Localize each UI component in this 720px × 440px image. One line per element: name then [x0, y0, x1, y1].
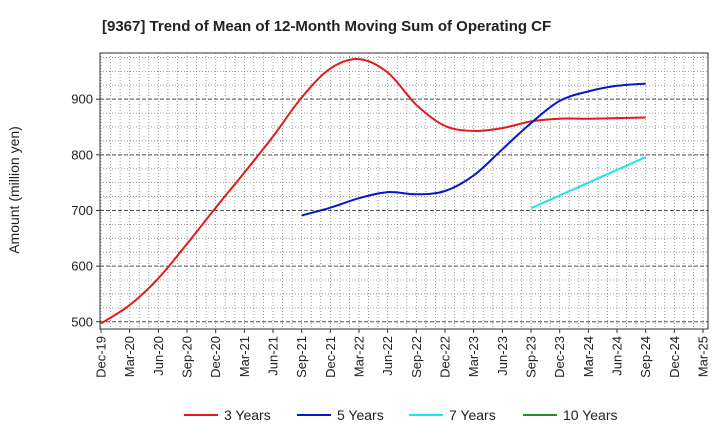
series-line-7-years — [530, 156, 647, 210]
x-tick-label: Sep-22 — [409, 336, 424, 378]
x-tick-label: Mar-21 — [237, 336, 252, 377]
legend-label: 10 Years — [563, 407, 618, 423]
y-tick-label: 500 — [71, 314, 93, 329]
x-tick-label: Jun-21 — [266, 336, 281, 376]
x-tick-label: Mar-22 — [352, 336, 367, 377]
grid — [100, 53, 708, 329]
x-tick-label: Sep-20 — [180, 336, 195, 378]
series-layer — [100, 58, 647, 325]
x-tick-label: Sep-23 — [524, 336, 539, 378]
legend-label: 3 Years — [224, 407, 271, 423]
x-tick-label: Jun-24 — [610, 336, 625, 376]
legend-label: 7 Years — [449, 407, 496, 423]
y-ticks: 500 600 700 800 900 — [71, 92, 100, 329]
y-axis-label: Amount (million yen) — [6, 126, 22, 254]
legend-label: 5 Years — [337, 407, 384, 423]
x-tick-label: Jun-22 — [380, 336, 395, 376]
x-tick-label: Dec-20 — [208, 336, 223, 378]
x-tick-label: Dec-22 — [438, 336, 453, 378]
plot-frame — [99, 52, 709, 330]
x-tick-label: Mar-24 — [581, 336, 596, 377]
y-tick-label: 800 — [71, 147, 93, 162]
x-tick-label: Sep-24 — [638, 336, 653, 378]
x-tick-label: Jun-20 — [151, 336, 166, 376]
legend: 3 Years 5 Years 7 Years 10 Years — [184, 407, 618, 423]
x-tick-label: Dec-24 — [667, 336, 682, 378]
x-tick-label: Mar-20 — [122, 336, 137, 377]
chart-title: [9367] Trend of Mean of 12-Month Moving … — [102, 18, 551, 35]
y-tick-label: 600 — [71, 259, 93, 274]
series-line-3-years — [100, 58, 646, 325]
y-tick-label: 900 — [71, 92, 93, 107]
x-tick-label: Dec-21 — [323, 336, 338, 378]
x-tick-label: Dec-23 — [552, 336, 567, 378]
x-tick-label: Sep-21 — [294, 336, 309, 378]
series-line-5-years — [301, 82, 646, 217]
x-tick-label: Jun-23 — [495, 336, 510, 376]
x-ticks: Dec-19 Mar-20 Jun-20 Sep-20 Dec-20 Mar-21 Jun-… — [94, 329, 711, 378]
x-tick-label: Mar-23 — [466, 336, 481, 377]
x-tick-label: Dec-19 — [94, 336, 109, 378]
x-tick-label: Mar-25 — [696, 336, 711, 377]
y-tick-label: 700 — [71, 203, 93, 218]
